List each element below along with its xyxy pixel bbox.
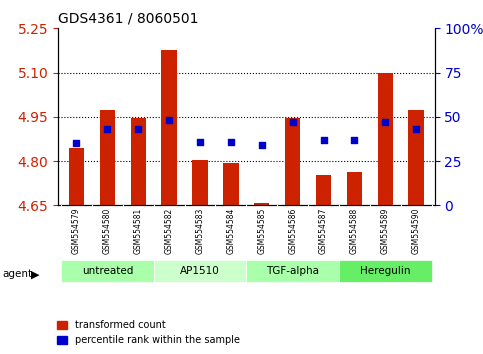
FancyBboxPatch shape [339, 260, 432, 282]
Point [227, 139, 235, 144]
Bar [161, 51, 177, 205]
Text: GDS4361 / 8060501: GDS4361 / 8060501 [58, 12, 199, 26]
Text: agent: agent [2, 269, 32, 279]
Point [196, 139, 204, 144]
Point [165, 118, 173, 123]
Bar [223, 162, 239, 205]
Text: GSM554590: GSM554590 [412, 208, 421, 255]
Point [103, 126, 111, 132]
Bar [378, 73, 393, 205]
Text: GSM554589: GSM554589 [381, 208, 390, 255]
FancyBboxPatch shape [61, 260, 154, 282]
Bar [316, 175, 331, 205]
Bar [130, 118, 146, 205]
Bar [192, 160, 208, 205]
Text: TGF-alpha: TGF-alpha [266, 266, 319, 276]
Text: GSM554582: GSM554582 [165, 208, 173, 254]
Bar [347, 172, 362, 205]
Text: GSM554581: GSM554581 [134, 208, 143, 254]
Bar [285, 118, 300, 205]
Text: GSM554579: GSM554579 [72, 208, 81, 255]
Point [258, 142, 266, 148]
Legend: transformed count, percentile rank within the sample: transformed count, percentile rank withi… [53, 316, 243, 349]
Text: GSM554586: GSM554586 [288, 208, 297, 255]
Point [382, 119, 389, 125]
Bar [99, 110, 115, 205]
Text: GSM554583: GSM554583 [196, 208, 204, 255]
Text: GSM554587: GSM554587 [319, 208, 328, 255]
Point [72, 141, 80, 146]
Text: untreated: untreated [82, 266, 133, 276]
Bar [254, 203, 270, 205]
Point [134, 126, 142, 132]
Text: Heregulin: Heregulin [360, 266, 411, 276]
Text: ▶: ▶ [31, 269, 40, 279]
FancyBboxPatch shape [246, 260, 339, 282]
Point [351, 137, 358, 143]
Point [289, 119, 297, 125]
Text: GSM554588: GSM554588 [350, 208, 359, 254]
Point [412, 126, 420, 132]
Bar [69, 148, 84, 205]
Text: GSM554585: GSM554585 [257, 208, 266, 255]
FancyBboxPatch shape [154, 260, 246, 282]
Text: AP1510: AP1510 [180, 266, 220, 276]
Bar [409, 110, 424, 205]
Text: GSM554580: GSM554580 [103, 208, 112, 255]
Point [320, 137, 327, 143]
Text: GSM554584: GSM554584 [227, 208, 235, 255]
